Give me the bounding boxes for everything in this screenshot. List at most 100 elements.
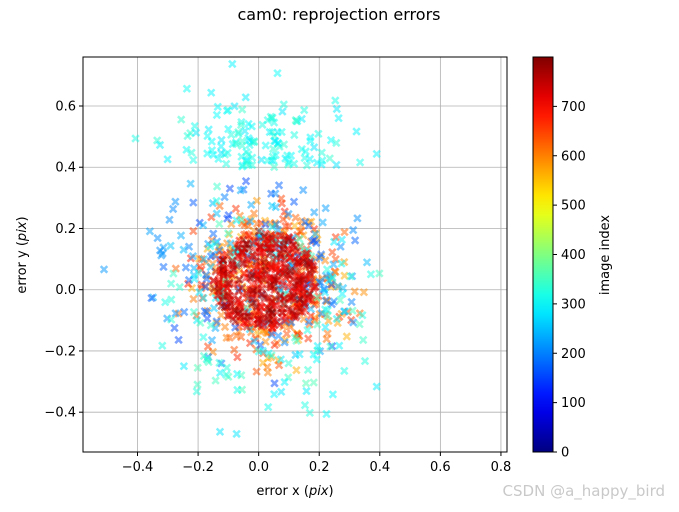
scatter-point bbox=[239, 259, 248, 268]
scatter-point bbox=[303, 293, 313, 302]
colorbar-tick-label: 700 bbox=[561, 100, 586, 115]
scatter-point bbox=[340, 271, 349, 280]
scatter-point bbox=[222, 263, 231, 273]
scatter-point bbox=[267, 330, 276, 339]
scatter-point bbox=[280, 254, 289, 263]
scatter-point bbox=[189, 307, 199, 317]
scatter-point bbox=[277, 127, 286, 137]
scatter-point bbox=[277, 387, 286, 396]
scatter-point bbox=[274, 181, 284, 190]
scatter-point bbox=[286, 266, 295, 276]
scatter-point bbox=[153, 136, 162, 145]
scatter-point bbox=[350, 287, 359, 296]
scatter-point bbox=[219, 271, 229, 280]
scatter-point bbox=[313, 346, 322, 355]
scatter-point bbox=[329, 237, 339, 246]
scatter-point bbox=[206, 321, 216, 330]
scatter-point bbox=[261, 235, 271, 244]
scatter-point bbox=[240, 269, 249, 278]
scatter-point bbox=[212, 209, 221, 218]
scatter-point bbox=[268, 222, 277, 232]
scatter-point bbox=[257, 155, 266, 164]
scatter-point bbox=[211, 239, 220, 248]
scatter-point bbox=[284, 209, 293, 219]
scatter-point bbox=[228, 59, 237, 69]
scatter-point bbox=[176, 231, 186, 240]
scatter-point bbox=[249, 209, 259, 218]
scatter-point bbox=[317, 148, 326, 157]
scatter-point bbox=[256, 242, 265, 251]
scatter-point bbox=[247, 280, 257, 289]
scatter-point bbox=[297, 114, 306, 124]
scatter-point bbox=[325, 154, 334, 163]
scatter-point bbox=[227, 130, 236, 139]
scatter-point bbox=[331, 267, 340, 277]
scatter-point bbox=[282, 329, 291, 338]
scatter-point bbox=[336, 242, 345, 251]
scatter-point bbox=[209, 276, 218, 286]
scatter-point bbox=[223, 302, 232, 312]
scatter-point bbox=[265, 305, 274, 315]
scatter-point bbox=[206, 252, 216, 261]
scatter-point bbox=[247, 122, 256, 131]
scatter-point bbox=[308, 265, 317, 274]
y-tick-label: 0.0 bbox=[55, 283, 76, 298]
scatter-point bbox=[261, 220, 270, 229]
scatter-point bbox=[167, 295, 176, 304]
scatter-point bbox=[215, 427, 225, 436]
scatter-point bbox=[217, 135, 226, 145]
scatter-point bbox=[203, 342, 213, 351]
scatter-point bbox=[211, 267, 220, 276]
scatter-point bbox=[230, 291, 239, 301]
scatter-point bbox=[233, 297, 243, 306]
scatter-point bbox=[209, 304, 219, 313]
scatter-point bbox=[301, 379, 311, 388]
scatter-point bbox=[289, 197, 299, 206]
scatter-point bbox=[215, 201, 224, 211]
scatter-point bbox=[240, 220, 249, 230]
scatter-point bbox=[300, 105, 309, 115]
scatter-point bbox=[189, 226, 198, 236]
scatter-point bbox=[244, 244, 254, 253]
scatter-point bbox=[295, 304, 304, 313]
scatter-point bbox=[292, 366, 301, 375]
scatter-point bbox=[372, 149, 381, 159]
scatter-point bbox=[310, 235, 319, 245]
scatter-point bbox=[275, 320, 284, 330]
x-tick-label: 0.2 bbox=[309, 460, 330, 475]
scatter-point bbox=[321, 323, 330, 332]
scatter-point bbox=[309, 143, 319, 152]
scatter-point bbox=[212, 110, 222, 120]
scatter-point bbox=[267, 201, 277, 210]
x-tick-label: 0.6 bbox=[430, 460, 451, 475]
scatter-point bbox=[171, 197, 180, 206]
scatter-point bbox=[206, 242, 215, 251]
x-tick-label: 0.8 bbox=[491, 460, 512, 475]
scatter-point bbox=[199, 333, 208, 342]
scatter-point bbox=[207, 213, 216, 222]
scatter-point bbox=[254, 276, 263, 286]
scatter-point bbox=[358, 311, 367, 320]
scatter-points bbox=[99, 59, 384, 439]
scatter-point bbox=[255, 262, 264, 271]
scatter-point bbox=[332, 138, 341, 148]
scatter-point bbox=[295, 295, 304, 304]
scatter-point bbox=[186, 179, 195, 188]
scatter-point bbox=[215, 358, 224, 367]
y-tick-label: −0.4 bbox=[44, 406, 76, 421]
scatter-point bbox=[332, 314, 341, 324]
scatter-point bbox=[352, 127, 361, 136]
scatter-point bbox=[372, 382, 381, 391]
colorbar-ticks: 0 100 200 300 400 500 600 700 bbox=[553, 100, 586, 461]
scatter-point bbox=[145, 227, 155, 236]
scatter-point bbox=[238, 136, 247, 146]
scatter-point bbox=[360, 356, 370, 366]
scatter-point bbox=[295, 234, 304, 244]
scatter-point bbox=[338, 289, 347, 299]
scatter-point bbox=[321, 296, 330, 305]
colorbar-tick-label: 400 bbox=[561, 248, 586, 263]
scatter-point bbox=[331, 96, 340, 105]
scatter-point bbox=[225, 184, 235, 193]
scatter-point bbox=[306, 304, 316, 314]
scatter-point bbox=[247, 200, 256, 209]
